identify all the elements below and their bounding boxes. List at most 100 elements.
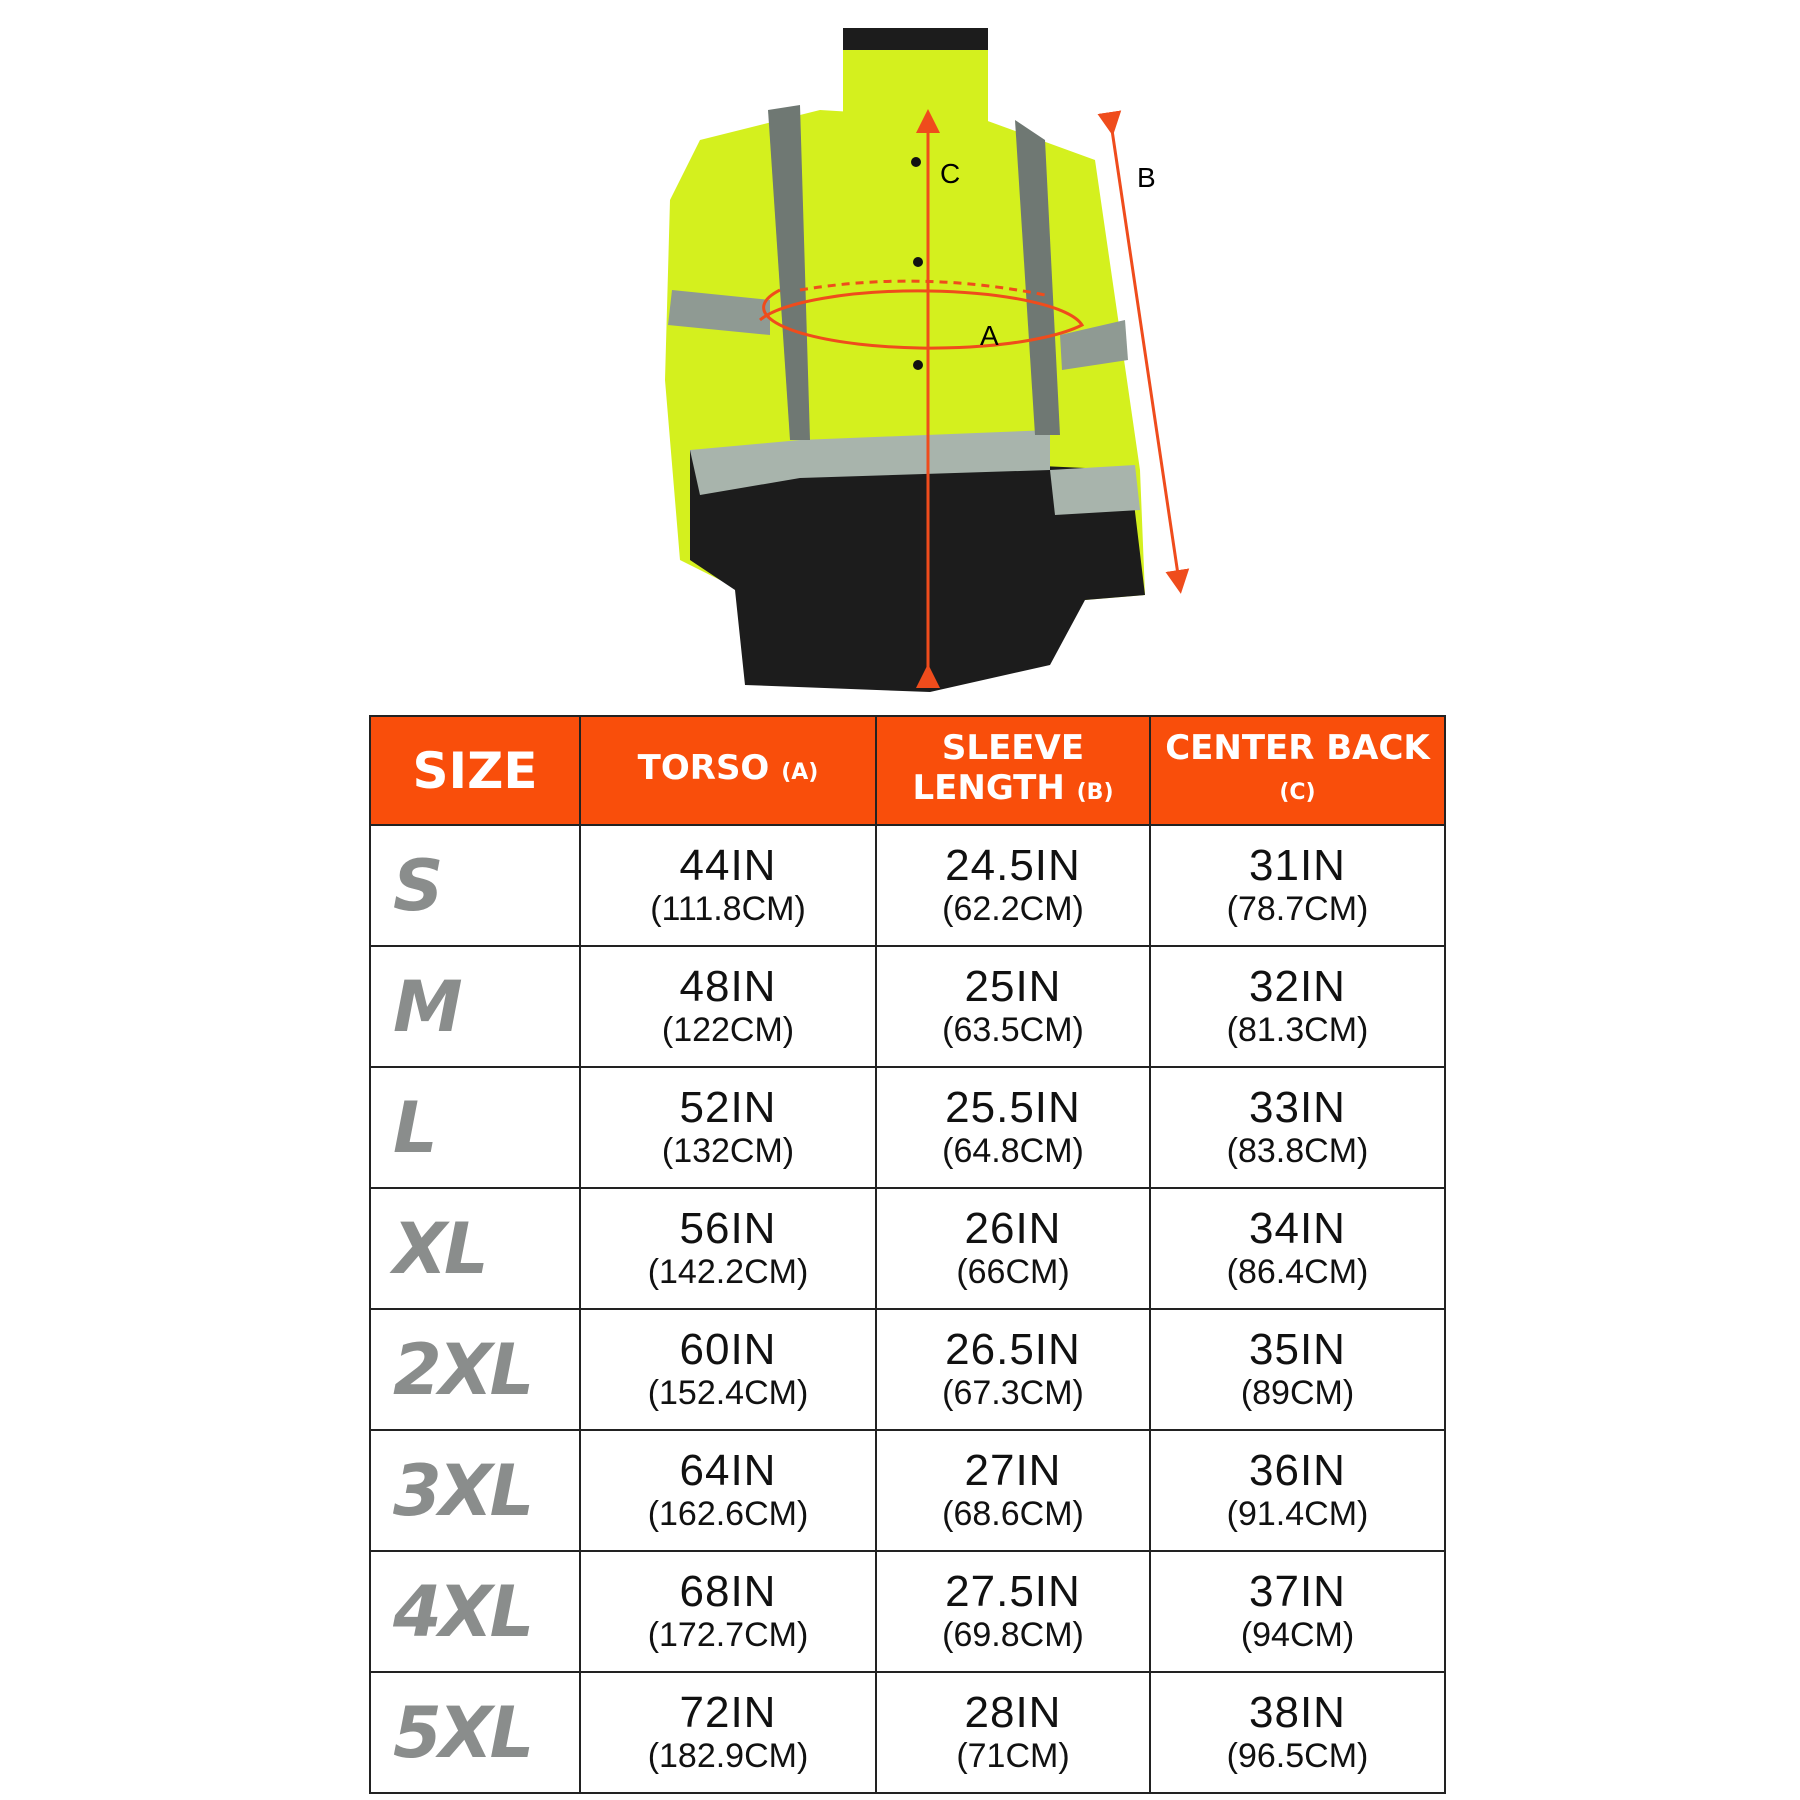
back-inches: 32IN	[1249, 961, 1346, 1011]
header-label: CENTER BACK	[1165, 728, 1430, 768]
back-inches: 35IN	[1249, 1324, 1346, 1374]
size-label: 5XL	[393, 1691, 534, 1774]
back-inches: 33IN	[1249, 1082, 1346, 1132]
back-inches: 31IN	[1249, 840, 1346, 890]
table-row: 4XL 68IN (172.7CM) 27.5IN (69.8CM) 37IN (94CM)	[369, 1550, 1446, 1673]
header-center-back: CENTER BACK (C)	[1149, 715, 1446, 826]
header-sub: (B)	[1076, 780, 1114, 805]
torso-cell: 64IN (162.6CM)	[579, 1429, 877, 1552]
torso-cm: (162.6CM)	[647, 1494, 809, 1533]
torso-cm: (122CM)	[661, 1010, 795, 1049]
size-label: M	[393, 965, 463, 1048]
sleeve-inches: 25IN	[964, 961, 1062, 1011]
table-row: XL 56IN (142.2CM) 26IN (66CM) 34IN (86.4CM)	[369, 1187, 1446, 1310]
sleeve-cm: (64.8CM)	[942, 1131, 1084, 1170]
size-cell: L	[369, 1066, 581, 1189]
sleeve-inches: 26.5IN	[945, 1324, 1081, 1374]
size-chart-table: SIZE TORSO (A) SLEEVE LENGTH (B) CENTER …	[369, 715, 1446, 1794]
back-cell: 37IN (94CM)	[1149, 1550, 1446, 1673]
header-sub: (C)	[1279, 780, 1316, 805]
size-cell: 3XL	[369, 1429, 581, 1552]
back-cell: 34IN (86.4CM)	[1149, 1187, 1446, 1310]
label-a: A	[980, 320, 999, 351]
torso-inches: 52IN	[679, 1082, 777, 1132]
sleeve-cell: 27IN (68.6CM)	[875, 1429, 1151, 1552]
label-c: C	[940, 158, 960, 189]
torso-inches: 60IN	[679, 1324, 777, 1374]
torso-inches: 64IN	[679, 1445, 777, 1495]
back-cell: 38IN (96.5CM)	[1149, 1671, 1446, 1794]
back-cm: (78.7CM)	[1226, 889, 1369, 928]
sleeve-cell: 26.5IN (67.3CM)	[875, 1308, 1151, 1431]
size-cell: 5XL	[369, 1671, 581, 1794]
torso-inches: 56IN	[679, 1203, 777, 1253]
sleeve-inches: 27IN	[964, 1445, 1062, 1495]
back-cm: (96.5CM)	[1226, 1736, 1369, 1775]
torso-cell: 52IN (132CM)	[579, 1066, 877, 1189]
torso-cell: 48IN (122CM)	[579, 945, 877, 1068]
table-row: 5XL 72IN (182.9CM) 28IN (71CM) 38IN (96.5CM)	[369, 1671, 1446, 1794]
sleeve-cm: (67.3CM)	[942, 1373, 1084, 1412]
sleeve-cm: (62.2CM)	[942, 889, 1084, 928]
size-label: XL	[393, 1207, 489, 1290]
sleeve-cell: 24.5IN (62.2CM)	[875, 824, 1151, 947]
header-label: TORSO	[637, 748, 770, 788]
torso-cell: 44IN (111.8CM)	[579, 824, 877, 947]
sleeve-inches: 24.5IN	[945, 840, 1081, 890]
sleeve-cell: 25IN (63.5CM)	[875, 945, 1151, 1068]
torso-cm: (152.4CM)	[647, 1373, 809, 1412]
torso-inches: 44IN	[679, 840, 777, 890]
torso-cell: 68IN (172.7CM)	[579, 1550, 877, 1673]
table-row: 2XL 60IN (152.4CM) 26.5IN (67.3CM) 35IN (89CM)	[369, 1308, 1446, 1431]
size-label: 4XL	[393, 1570, 534, 1653]
back-inches: 36IN	[1249, 1445, 1346, 1495]
size-label: S	[393, 844, 443, 927]
header-torso: TORSO (A)	[579, 715, 877, 826]
sleeve-inches: 27.5IN	[945, 1566, 1081, 1616]
sleeve-cm: (63.5CM)	[942, 1010, 1084, 1049]
back-cm: (86.4CM)	[1226, 1252, 1369, 1291]
torso-cm: (132CM)	[661, 1131, 795, 1170]
back-cm: (89CM)	[1240, 1373, 1355, 1412]
back-cell: 31IN (78.7CM)	[1149, 824, 1446, 947]
size-label: L	[393, 1086, 438, 1169]
sleeve-inches: 25.5IN	[945, 1082, 1081, 1132]
torso-inches: 72IN	[679, 1687, 777, 1737]
size-cell: 2XL	[369, 1308, 581, 1431]
back-inches: 34IN	[1249, 1203, 1346, 1253]
back-inches: 38IN	[1249, 1687, 1346, 1737]
sleeve-cm: (69.8CM)	[942, 1615, 1084, 1654]
table-row: 3XL 64IN (162.6CM) 27IN (68.6CM) 36IN (91.4CM)	[369, 1429, 1446, 1552]
header-sub: (A)	[781, 760, 819, 785]
torso-cm: (142.2CM)	[647, 1252, 809, 1291]
torso-cell: 56IN (142.2CM)	[579, 1187, 877, 1310]
sleeve-cm: (68.6CM)	[942, 1494, 1084, 1533]
sleeve-cell: 27.5IN (69.8CM)	[875, 1550, 1151, 1673]
torso-cell: 60IN (152.4CM)	[579, 1308, 877, 1431]
back-inches: 37IN	[1249, 1566, 1346, 1616]
header-row: SIZE TORSO (A) SLEEVE LENGTH (B) CENTER …	[369, 715, 1446, 826]
back-cell: 35IN (89CM)	[1149, 1308, 1446, 1431]
label-b: B	[1137, 162, 1156, 193]
torso-cm: (182.9CM)	[647, 1736, 809, 1775]
header-size: SIZE	[369, 715, 581, 826]
size-cell: 4XL	[369, 1550, 581, 1673]
torso-cm: (172.7CM)	[647, 1615, 809, 1654]
back-cell: 33IN (83.8CM)	[1149, 1066, 1446, 1189]
sleeve-inches: 26IN	[964, 1203, 1062, 1253]
back-cm: (83.8CM)	[1226, 1131, 1369, 1170]
header-label: SLEEVE LENGTH	[912, 728, 1085, 808]
torso-cell: 72IN (182.9CM)	[579, 1671, 877, 1794]
back-cm: (81.3CM)	[1226, 1010, 1369, 1049]
size-cell: XL	[369, 1187, 581, 1310]
sleeve-cell: 25.5IN (64.8CM)	[875, 1066, 1151, 1189]
back-cell: 36IN (91.4CM)	[1149, 1429, 1446, 1552]
size-cell: M	[369, 945, 581, 1068]
torso-inches: 68IN	[679, 1566, 777, 1616]
table-row: L 52IN (132CM) 25.5IN (64.8CM) 33IN (83.8CM)	[369, 1066, 1446, 1189]
back-cell: 32IN (81.3CM)	[1149, 945, 1446, 1068]
measurement-arrows	[759, 109, 1190, 688]
size-cell: S	[369, 824, 581, 947]
header-label: SIZE	[412, 741, 538, 800]
table-row: S 44IN (111.8CM) 24.5IN (62.2CM) 31IN (78.7CM)	[369, 824, 1446, 947]
